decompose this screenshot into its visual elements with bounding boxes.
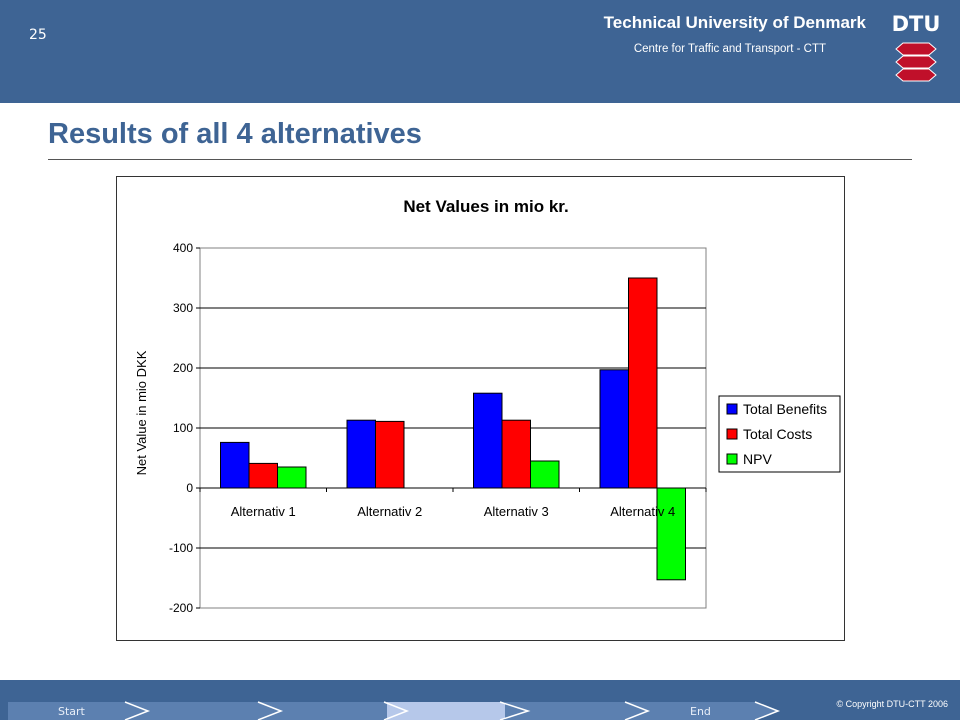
- nav-start-label[interactable]: Start: [58, 705, 86, 718]
- y-tick-label: -100: [169, 541, 193, 555]
- nav-segment-2: [128, 702, 281, 720]
- title-divider: [48, 159, 912, 160]
- bar: [656, 487, 686, 581]
- nav-segment-5: [505, 702, 648, 720]
- x-tick-label: Alternativ 4: [610, 504, 675, 519]
- navigation-bar[interactable]: Start End: [0, 680, 790, 720]
- slide-number: 25: [29, 27, 47, 43]
- y-tick-label: 200: [173, 361, 193, 375]
- legend-swatch: [726, 453, 738, 465]
- legend-label: NPV: [743, 451, 772, 467]
- y-axis-ticks: -200 -100 0 100 200 300 400: [169, 241, 200, 615]
- x-tick-label: Alternativ 3: [484, 504, 549, 519]
- x-tick-label: Alternativ 1: [231, 504, 296, 519]
- chart-title: Net Values in mio kr.: [403, 197, 568, 216]
- bar: [248, 462, 278, 489]
- x-tick-label: Alternativ 2: [357, 504, 422, 519]
- y-tick-label: 400: [173, 241, 193, 255]
- copyright-notice: © Copyright DTU-CTT 2006: [836, 699, 949, 709]
- net-values-chart: Net Values in mio kr. Net Value in mio D…: [116, 176, 845, 641]
- bar: [346, 419, 376, 489]
- slide-footer: Start End © Copyright DTU-CTT 2006: [0, 680, 960, 720]
- nav-end-segment: [628, 702, 778, 720]
- y-axis-label: Net Value in mio DKK: [134, 350, 149, 475]
- bar: [473, 392, 503, 489]
- bar: [599, 369, 629, 489]
- legend: Total Benefits Total Costs NPV: [718, 395, 841, 473]
- x-axis-labels: Alternativ 1 Alternativ 2 Alternativ 3 Alte…: [231, 504, 676, 519]
- nav-end-label[interactable]: End: [690, 705, 711, 718]
- x-axis-ticks: [199, 488, 707, 492]
- slide-header: 25 Technical University of Denmark Centr…: [0, 0, 960, 103]
- bar: [375, 420, 405, 489]
- y-tick-label: 300: [173, 301, 193, 315]
- nav-segment-3: [261, 702, 407, 720]
- slide-title: Results of all 4 alternatives: [48, 118, 422, 150]
- nav-current-segment: [387, 702, 528, 720]
- nav-start-segment: [8, 702, 148, 720]
- legend-box: [718, 395, 841, 473]
- centre-name: Centre for Traffic and Transport - CTT: [633, 43, 826, 55]
- y-tick-label: -200: [169, 601, 193, 615]
- bar: [220, 441, 250, 489]
- legend-swatch: [726, 403, 738, 415]
- y-tick-label: 100: [173, 421, 193, 435]
- dtu-logo: DTU: [893, 12, 939, 82]
- bars: [220, 277, 686, 581]
- university-name: Technical University of Denmark: [603, 13, 866, 32]
- legend-label: Total Costs: [743, 426, 812, 442]
- bar: [501, 419, 531, 489]
- dtu-logo-text: DTU: [893, 12, 939, 36]
- legend-swatch: [726, 428, 738, 440]
- bar: [628, 277, 658, 489]
- y-tick-label: 0: [186, 481, 193, 495]
- legend-label: Total Benefits: [743, 401, 827, 417]
- bar: [277, 466, 307, 489]
- bar: [530, 460, 560, 489]
